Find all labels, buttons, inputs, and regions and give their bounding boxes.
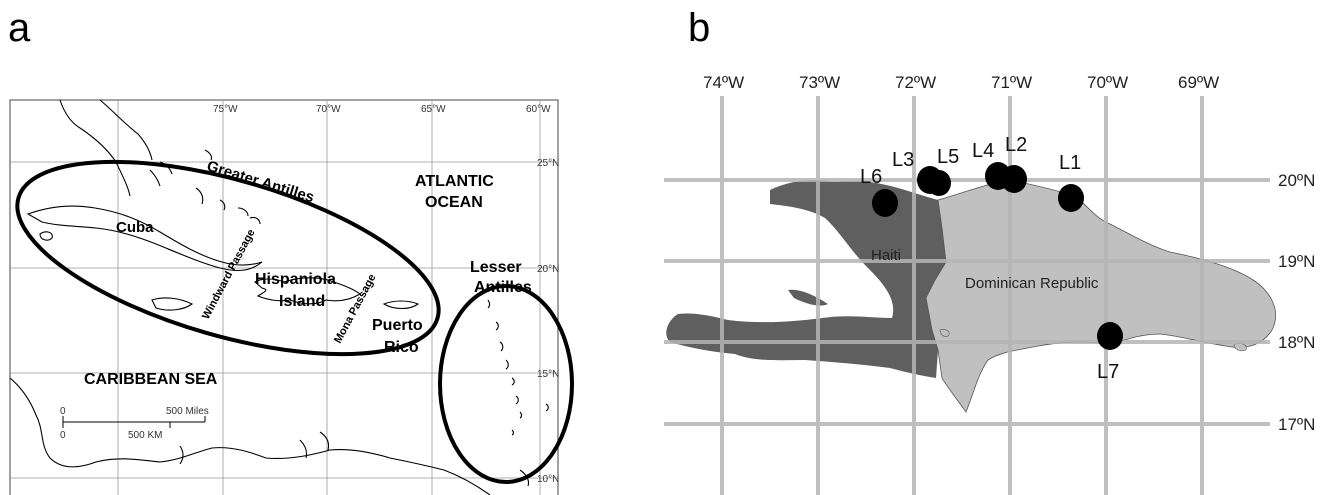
scale-zero-top: 0 [60, 406, 66, 417]
atlantic-label-1: ATLANTIC [415, 173, 494, 190]
atlantic-label-2: OCEAN [425, 194, 483, 211]
map-a-lon-tick: 60°W [526, 104, 551, 115]
map-a-frame [9, 99, 559, 495]
jamaica-coast [151, 297, 194, 311]
map-a-lat-tick: 15°N [537, 369, 559, 380]
map-b-grid [664, 96, 1270, 495]
map-b-lat-tick: 20ºN [1278, 171, 1315, 190]
map-b-lat-tick: 19ºN [1278, 252, 1315, 271]
site-label-l6: L6 [860, 166, 882, 188]
coastal-features [179, 431, 330, 465]
site-label-l7: L7 [1097, 361, 1119, 383]
cuba-coast [26, 205, 263, 272]
map-b-lon-tick: 73ºW [799, 73, 840, 92]
lesser-antilles-label-1: Lesser [470, 259, 522, 276]
puerto-rico-label-1: Puerto [372, 317, 423, 334]
site-label-l2: L2 [1005, 134, 1027, 156]
haiti-label: Haiti [871, 247, 901, 264]
greater-antilles-ellipse [15, 159, 441, 357]
scale-miles-label: 500 Miles [166, 406, 209, 417]
site-marker-l6 [872, 189, 898, 217]
hispaniola-label-1: Hispaniola [255, 271, 336, 288]
sampling-sites [872, 162, 1123, 350]
caribbean-sea-label: CARIBBEAN SEA [84, 371, 218, 388]
dominican-republic-label: Dominican Republic [965, 275, 1099, 292]
map-a-lat-tick: 10°N [537, 474, 559, 485]
map-a-coastlines [9, 99, 549, 495]
map-b-lon-tick: 72ºW [895, 73, 936, 92]
map-a-lon-tick: 70°W [316, 104, 341, 115]
site-label-l5: L5 [937, 146, 959, 168]
site-marker-l1 [1058, 184, 1084, 212]
tortuga-island [838, 215, 864, 225]
site-marker-l7 [1097, 322, 1123, 350]
site-marker-l5 [927, 170, 951, 196]
cuba-label: Cuba [116, 219, 154, 236]
site-label-l4: L4 [972, 140, 994, 162]
map-b-lon-tick: 69ºW [1178, 73, 1219, 92]
map-a-lon-tick: 75°W [213, 104, 238, 115]
panel-label-b: b [688, 6, 711, 50]
gonave-island [788, 289, 828, 306]
scale-zero-bottom: 0 [60, 430, 66, 441]
map-b-lat-tick: 18ºN [1278, 333, 1315, 352]
map-a-lat-tick: 25°N [537, 158, 559, 169]
site-marker-l2 [1001, 165, 1027, 193]
scale-bar: 0 0 500 Miles 500 KM [60, 406, 209, 441]
puerto-rico-label-2: Rico [384, 339, 419, 356]
lake-island [939, 329, 950, 337]
map-a-lon-tick: 65°W [421, 104, 446, 115]
hispaniola-coast [254, 277, 361, 305]
map-b-lon-tick: 71ºW [991, 73, 1032, 92]
map-b-lon-tick: 74ºW [703, 73, 744, 92]
haiti-shape [666, 180, 946, 378]
hispaniola-label-2: Island [279, 293, 325, 310]
lesser-antilles-islands [487, 299, 549, 487]
site-label-l1: L1 [1059, 152, 1081, 174]
scale-km-label: 500 KM [128, 430, 162, 441]
lesser-antilles-label-2: Antilles [474, 279, 532, 296]
isla-juventud [39, 231, 53, 241]
puerto-rico-coast [382, 300, 420, 310]
map-b-lon-tick: 70ºW [1087, 73, 1128, 92]
south-america-coast [9, 377, 491, 495]
site-label-l3: L3 [892, 149, 914, 171]
panel-label-a: a [8, 6, 31, 50]
map-a-lat-tick: 20°N [537, 264, 559, 275]
florida-coast [59, 99, 153, 197]
map-b-lat-tick: 17ºN [1278, 415, 1315, 434]
lesser-antilles-ellipse [438, 284, 574, 484]
